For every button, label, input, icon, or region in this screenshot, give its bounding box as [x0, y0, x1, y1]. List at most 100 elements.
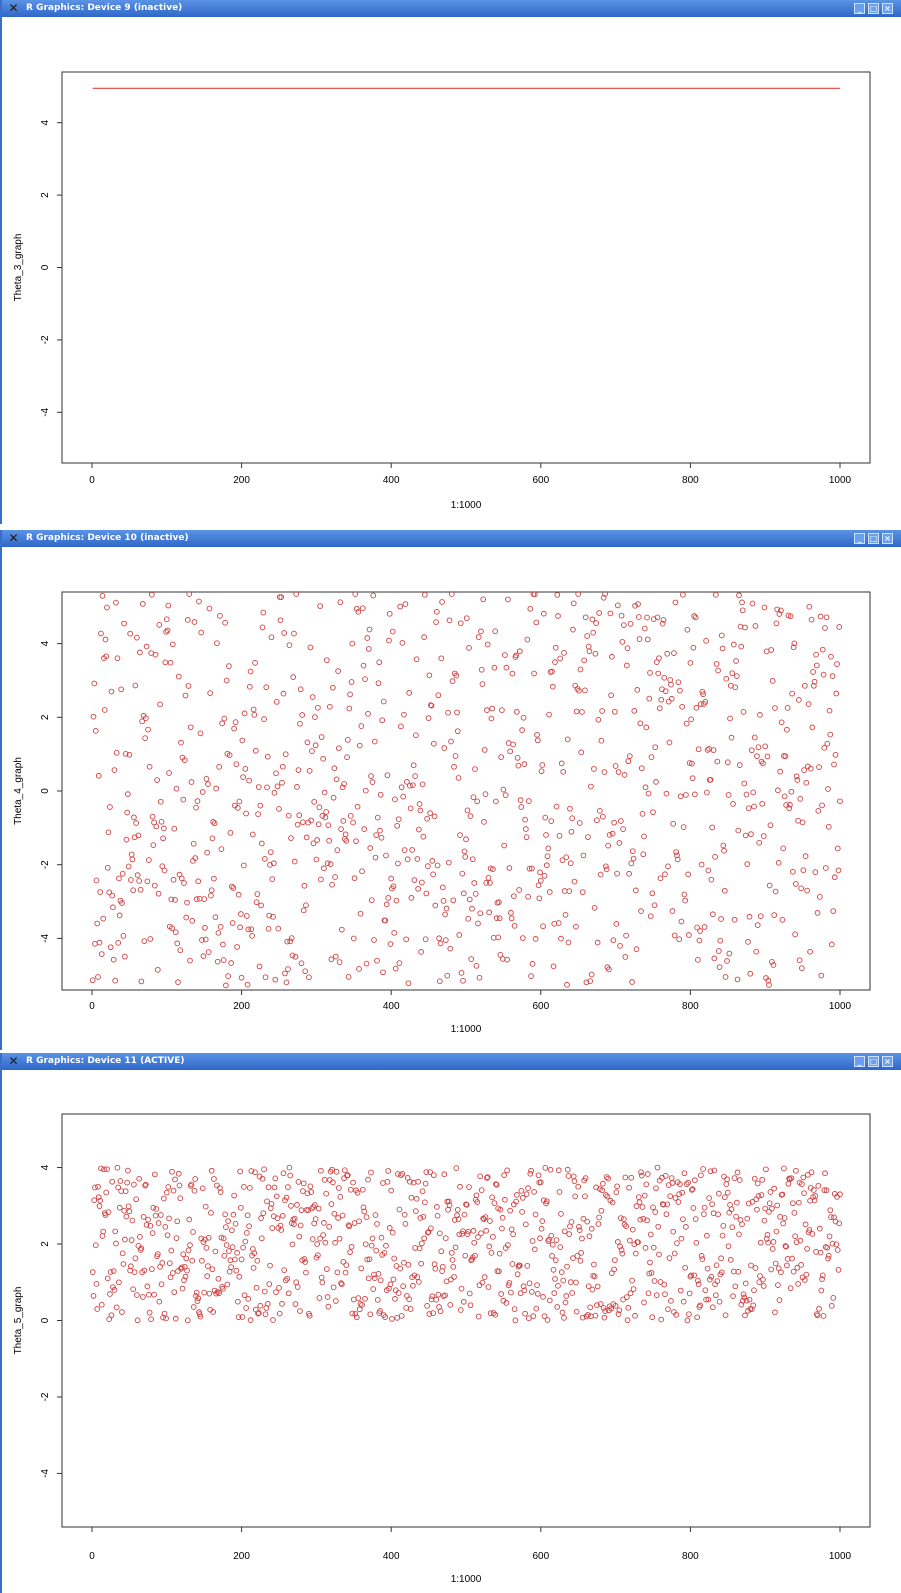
data-point — [462, 854, 469, 860]
data-point — [704, 1232, 710, 1239]
data-point — [182, 1273, 189, 1280]
data-point — [576, 1223, 582, 1230]
data-point — [632, 1250, 639, 1257]
maximize-icon[interactable]: □ — [868, 1056, 879, 1067]
data-point — [192, 855, 199, 861]
data-point — [799, 965, 805, 971]
window-titlebar[interactable]: ✕ R Graphics: Device 10 (inactive) _ □ × — [2, 530, 901, 547]
data-point — [509, 1261, 516, 1267]
window-titlebar[interactable]: ✕ R Graphics: Device 9 (inactive) _ □ × — [2, 0, 901, 17]
data-point — [757, 1239, 764, 1246]
data-point — [401, 1259, 407, 1266]
data-point — [445, 709, 451, 716]
close-icon[interactable]: × — [882, 533, 893, 544]
data-point — [402, 1221, 409, 1227]
data-point — [579, 709, 585, 715]
data-point — [565, 1173, 572, 1179]
data-point — [419, 1240, 425, 1247]
data-point — [671, 932, 678, 939]
data-point — [638, 1172, 645, 1179]
data-point — [771, 912, 778, 918]
data-point — [195, 878, 202, 885]
maximize-icon[interactable]: □ — [868, 533, 879, 544]
data-point — [714, 1278, 721, 1284]
data-point — [226, 663, 232, 669]
data-point — [455, 775, 462, 781]
maximize-icon[interactable]: □ — [868, 3, 879, 14]
data-point — [597, 808, 603, 814]
data-point — [362, 1295, 368, 1302]
data-point — [757, 913, 764, 920]
data-point — [482, 791, 489, 797]
data-point — [632, 602, 638, 609]
data-point — [265, 1184, 272, 1191]
data-point — [813, 651, 819, 658]
data-point — [613, 921, 620, 927]
data-point — [787, 1176, 793, 1183]
data-point — [658, 696, 665, 703]
data-point — [290, 674, 297, 680]
data-point — [417, 807, 424, 814]
data-point — [619, 1250, 626, 1257]
data-point — [258, 840, 265, 847]
data-point — [154, 1251, 161, 1257]
data-point — [260, 1210, 267, 1217]
data-point — [377, 1308, 383, 1314]
data-point — [338, 1281, 345, 1288]
data-point — [489, 705, 496, 712]
data-point — [332, 1298, 339, 1304]
data-point — [91, 680, 98, 687]
data-point — [182, 692, 189, 699]
data-point — [356, 1306, 363, 1313]
data-point — [771, 1185, 778, 1192]
data-point — [247, 668, 254, 675]
data-point — [433, 619, 439, 625]
y-tick-label: 2 — [40, 714, 51, 720]
minimize-icon[interactable]: _ — [854, 3, 865, 14]
data-point — [521, 761, 528, 768]
data-point — [487, 880, 493, 886]
plot-area: 0 200 400 600 800 1000-4-20241:1000Theta_5_gr… — [13, 1113, 871, 1585]
data-point — [641, 625, 648, 632]
data-point — [284, 1275, 291, 1282]
data-point — [333, 776, 340, 783]
data-point — [520, 1283, 527, 1290]
window-titlebar[interactable]: ✕ R Graphics: Device 11 (ACTIVE) _ □ × — [2, 1053, 901, 1070]
data-point — [527, 1170, 534, 1177]
data-point — [667, 1193, 674, 1200]
data-point — [680, 591, 686, 598]
data-point — [803, 779, 810, 786]
data-point — [567, 1279, 574, 1285]
data-point — [785, 1180, 792, 1187]
data-point — [575, 1183, 582, 1190]
data-point — [681, 1170, 688, 1177]
data-point — [711, 1167, 718, 1174]
minimize-icon[interactable]: _ — [854, 1056, 865, 1067]
data-point — [164, 1232, 171, 1239]
data-point — [200, 953, 207, 959]
minimize-icon[interactable]: _ — [854, 533, 865, 544]
data-point — [115, 939, 122, 946]
data-point — [490, 1233, 496, 1240]
data-point — [397, 603, 404, 610]
close-icon[interactable]: × — [882, 1056, 893, 1067]
data-point — [269, 876, 276, 882]
data-point — [470, 794, 477, 801]
data-point — [567, 805, 573, 812]
data-point — [215, 929, 222, 936]
data-point — [729, 670, 736, 677]
data-point — [410, 1282, 416, 1289]
data-point — [422, 936, 429, 943]
data-point — [822, 625, 828, 631]
data-point — [430, 871, 436, 878]
data-point — [433, 1204, 440, 1210]
data-point — [345, 1222, 352, 1229]
data-point — [180, 1251, 187, 1258]
data-point — [279, 763, 286, 770]
data-point — [93, 1280, 100, 1287]
data-point — [134, 1317, 141, 1324]
data-point — [549, 683, 556, 690]
data-point — [149, 1230, 156, 1236]
data-point — [315, 1252, 321, 1259]
close-icon[interactable]: × — [882, 3, 893, 14]
